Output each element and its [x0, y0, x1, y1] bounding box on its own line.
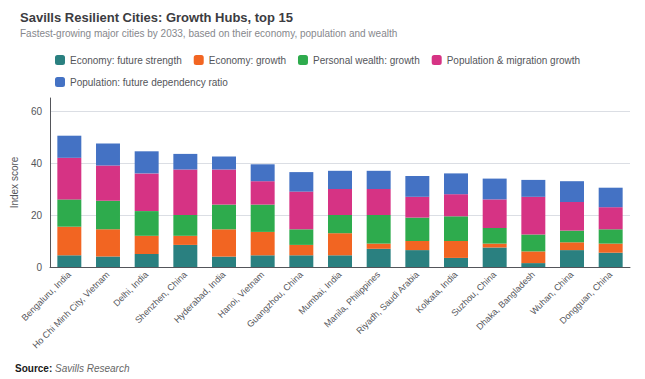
- svg-text:Manila, Philippines: Manila, Philippines: [322, 269, 383, 330]
- svg-text:Kolkata, India: Kolkata, India: [414, 269, 460, 315]
- svg-text:Index score: Index score: [9, 156, 20, 208]
- svg-text:Ho Chi Minh City, Vietnam: Ho Chi Minh City, Vietnam: [31, 269, 112, 350]
- svg-text:Economy: growth: Economy: growth: [209, 55, 286, 66]
- svg-text:20: 20: [31, 210, 43, 221]
- svg-text:40: 40: [31, 158, 43, 169]
- svg-text:Riyadh, Saudi Arabia: Riyadh, Saudi Arabia: [354, 269, 420, 335]
- svg-text:Wuhan, China: Wuhan, China: [528, 269, 576, 317]
- svg-text:Savills Resilient Cities: Grow: Savills Resilient Cities: Growth Hubs, t…: [20, 10, 293, 25]
- svg-text:Bengaluru, India: Bengaluru, India: [19, 269, 73, 323]
- svg-text:Shenzhen, China: Shenzhen, China: [133, 269, 189, 326]
- svg-text:Dhaka, Bangladesh: Dhaka, Bangladesh: [474, 269, 537, 332]
- svg-text:Dongguan, China: Dongguan, China: [558, 269, 615, 326]
- svg-text:Economy: future strength: Economy: future strength: [70, 55, 182, 66]
- svg-text:Hyderabad, India: Hyderabad, India: [172, 269, 228, 325]
- svg-text:Fastest-growing major cities b: Fastest-growing major cities by 2033, ba…: [20, 28, 397, 39]
- svg-text:Source:: Source:: [15, 363, 52, 374]
- svg-text:0: 0: [36, 262, 42, 273]
- svg-text:Hanoi, Vietnam: Hanoi, Vietnam: [215, 269, 267, 320]
- svg-text:Population: future dependency: Population: future dependency ratio: [70, 77, 228, 88]
- svg-text:Population & migration growth: Population & migration growth: [447, 55, 580, 66]
- svg-text:Guangzhou, China: Guangzhou, China: [245, 269, 305, 329]
- svg-text:Savills Research: Savills Research: [55, 363, 130, 374]
- svg-text:Personal wealth: growth: Personal wealth: growth: [313, 55, 420, 66]
- svg-text:Suzhou, China: Suzhou, China: [449, 269, 499, 319]
- svg-text:60: 60: [31, 106, 43, 117]
- svg-text:Mumbai, India: Mumbai, India: [296, 269, 344, 317]
- svg-text:Delhi, India: Delhi, India: [111, 269, 150, 308]
